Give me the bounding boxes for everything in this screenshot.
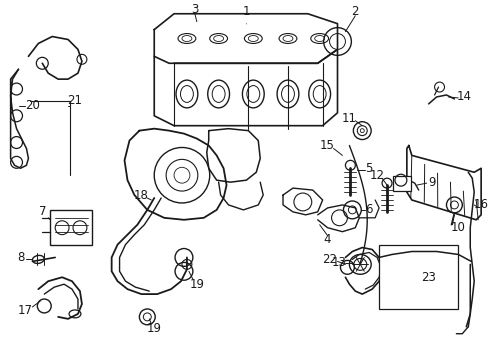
Text: 14: 14 — [456, 90, 471, 103]
Text: 3: 3 — [191, 3, 198, 16]
Text: 12: 12 — [369, 169, 384, 182]
Text: 23: 23 — [420, 271, 435, 284]
Text: 13: 13 — [331, 256, 346, 269]
Text: 22: 22 — [322, 253, 336, 266]
Text: 15: 15 — [320, 139, 334, 152]
Text: 9: 9 — [427, 176, 434, 189]
Text: 18: 18 — [134, 189, 148, 202]
Text: 1: 1 — [242, 5, 249, 24]
Text: 2: 2 — [351, 5, 358, 18]
Text: 4: 4 — [323, 233, 331, 246]
Text: 19: 19 — [146, 322, 162, 335]
Text: 10: 10 — [450, 221, 465, 234]
Text: 6: 6 — [365, 203, 372, 216]
Bar — [50, 210, 92, 244]
Text: 20: 20 — [25, 99, 40, 112]
Text: 16: 16 — [473, 198, 488, 211]
Text: 7: 7 — [39, 205, 46, 219]
Text: 19: 19 — [189, 278, 204, 291]
Bar — [378, 244, 457, 309]
Text: 21: 21 — [67, 94, 82, 107]
Text: 5: 5 — [365, 162, 372, 175]
Text: 17: 17 — [18, 305, 33, 318]
Bar — [392, 176, 410, 191]
Text: 11: 11 — [341, 112, 356, 125]
Text: 8: 8 — [17, 251, 24, 264]
